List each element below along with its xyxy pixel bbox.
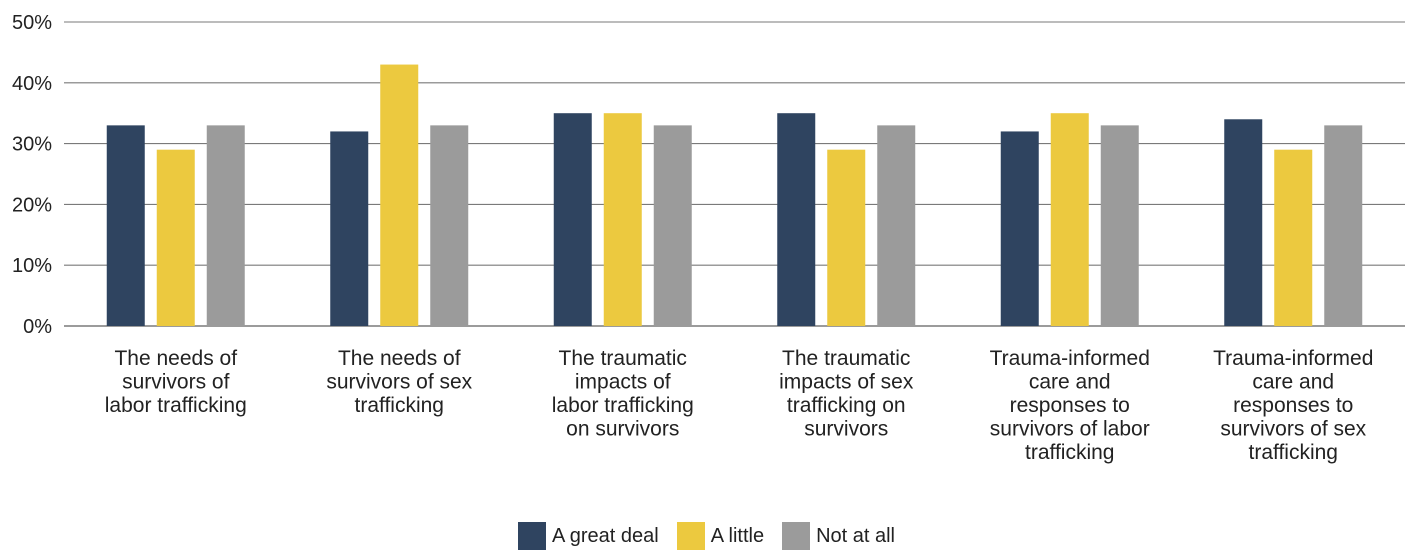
- y-tick-label: 30%: [12, 134, 52, 156]
- x-category-label: Trauma-informed care and responses to survi…: [990, 347, 1150, 464]
- x-category-label-line: labor trafficking: [552, 394, 694, 417]
- x-category-label-line: trafficking: [355, 394, 445, 417]
- x-category-label-line: survivors: [804, 418, 888, 441]
- y-tick-label: 40%: [12, 73, 52, 95]
- x-category-label-line: survivors of sex: [1220, 418, 1366, 441]
- legend-label: A little: [710, 524, 765, 547]
- bar-not-at-all: [1100, 125, 1139, 326]
- x-category-label-line: survivors of: [122, 371, 230, 394]
- bar-a-great-deal: [777, 113, 816, 326]
- bar-a-little: [827, 149, 866, 326]
- x-category-label-line: The traumatic: [559, 347, 687, 370]
- bar-a-great-deal: [330, 131, 369, 326]
- bar-a-great-deal: [106, 125, 145, 326]
- x-category-label-line: responses to: [1010, 394, 1130, 417]
- x-category-label: The traumatic impacts of sex trafficking o…: [779, 347, 914, 441]
- bar-a-little: [603, 113, 642, 326]
- bar-a-great-deal: [1000, 131, 1039, 326]
- x-axis: The needs of survivors of labor traffickin…: [105, 347, 1374, 464]
- x-category-label-line: labor trafficking: [105, 394, 247, 417]
- x-category-label: Trauma-informed care and responses to survi…: [1213, 347, 1373, 464]
- x-category-label-line: Trauma-informed: [990, 347, 1150, 370]
- x-category-label-line: care and: [1029, 371, 1111, 394]
- x-category-label-line: Trauma-informed: [1213, 347, 1373, 370]
- x-category-label-line: trafficking: [1249, 441, 1339, 464]
- bar-not-at-all: [653, 125, 692, 326]
- x-category-label-line: survivors of labor: [990, 418, 1150, 441]
- y-tick-label: 10%: [12, 255, 52, 277]
- x-category-label-line: The needs of: [338, 347, 461, 370]
- legend-swatch: [676, 522, 705, 550]
- bar-not-at-all: [430, 125, 469, 326]
- x-category-label: The traumatic impacts of labor trafficking…: [552, 347, 694, 441]
- x-category-label-line: The needs of: [114, 347, 237, 370]
- x-category-label-line: trafficking: [1025, 441, 1115, 464]
- legend-item: A little: [676, 522, 765, 550]
- legend-label: Not at all: [816, 524, 896, 547]
- bar-a-little: [1274, 149, 1313, 326]
- legend-item: A great deal: [517, 522, 659, 550]
- legend-swatch: [517, 522, 546, 550]
- bar-not-at-all: [206, 125, 245, 326]
- bar-a-little: [380, 64, 419, 326]
- bars: [106, 64, 1363, 326]
- x-category-label-line: impacts of sex: [779, 371, 914, 394]
- x-category-label-line: responses to: [1233, 394, 1353, 417]
- gridlines: [64, 21, 1405, 327]
- x-category-label-line: survivors of sex: [326, 371, 472, 394]
- x-category-label-line: impacts of: [575, 371, 671, 394]
- bar-a-great-deal: [553, 113, 592, 326]
- y-tick-label: 50%: [12, 12, 52, 34]
- bar-not-at-all: [1324, 125, 1363, 326]
- y-tick-label: 20%: [12, 194, 52, 216]
- y-axis: 0% 10% 20% 30% 40% 50%: [12, 12, 52, 338]
- x-category-label-line: on survivors: [566, 418, 679, 441]
- x-category-label: The needs of survivors of sex trafficking: [326, 347, 472, 417]
- x-category-label-line: care and: [1252, 371, 1334, 394]
- x-category-label: The needs of survivors of labor traffickin…: [105, 347, 247, 417]
- legend-swatch: [782, 522, 811, 550]
- y-tick-label: 0%: [23, 316, 52, 338]
- bar-a-little: [1050, 113, 1089, 326]
- legend-label: A great deal: [551, 524, 659, 547]
- x-category-label-line: trafficking on: [787, 394, 906, 417]
- legend: A great deal A little Not at all: [0, 521, 1413, 551]
- x-category-label-line: The traumatic: [782, 347, 910, 370]
- legend-item: Not at all: [782, 522, 895, 550]
- bar-not-at-all: [877, 125, 916, 326]
- bar-a-little: [156, 149, 195, 326]
- bar-a-great-deal: [1224, 119, 1263, 326]
